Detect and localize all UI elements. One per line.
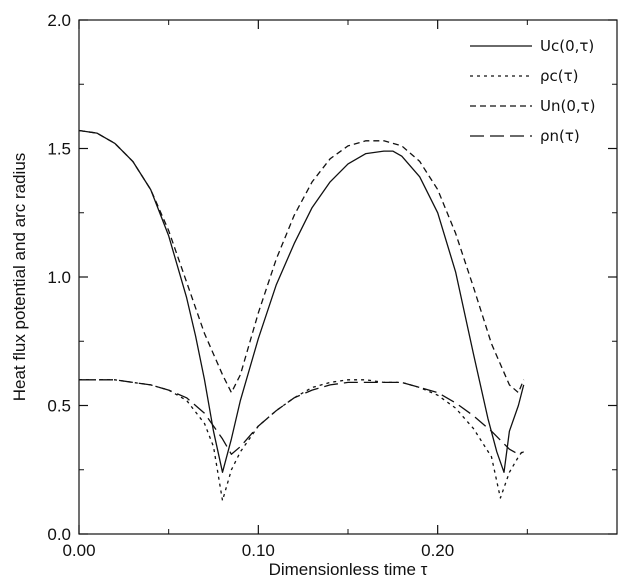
y-tick-label: 1.5 <box>47 140 71 159</box>
y-tick-label: 0.5 <box>47 397 71 416</box>
y-tick-label: 0.0 <box>47 525 71 544</box>
series-line-4 <box>79 379 524 455</box>
x-axis-title: Dimensionless time τ <box>269 560 428 579</box>
series-line-2 <box>79 379 525 502</box>
series-layer <box>78 129 525 502</box>
x-axis-ticks: 0.00 0.10 0.20 <box>62 20 528 560</box>
plot-border <box>78 19 618 535</box>
series-line-1 <box>78 129 525 473</box>
y-axis-ticks: 0.0 0.5 1.0 1.5 2.0 <box>47 11 617 544</box>
legend: Uc(0,τ) ρc(τ) Un(0,τ) ρn(τ) <box>470 37 596 145</box>
y-axis-title: Heat flux potential and arc radius <box>10 153 29 402</box>
plot-frame <box>78 19 618 535</box>
legend-label-4: ρn(τ) <box>540 127 580 145</box>
y-tick-label: 1.0 <box>47 268 71 287</box>
legend-label-1: Uc(0,τ) <box>540 37 594 55</box>
legend-label-2: ρc(τ) <box>540 67 579 85</box>
series-line-3 <box>78 129 525 394</box>
x-tick-label: 0.00 <box>62 541 95 560</box>
y-tick-label: 2.0 <box>47 11 71 30</box>
legend-label-3: Un(0,τ) <box>540 97 596 115</box>
x-tick-label: 0.20 <box>421 541 454 560</box>
x-tick-label: 0.10 <box>242 541 275 560</box>
